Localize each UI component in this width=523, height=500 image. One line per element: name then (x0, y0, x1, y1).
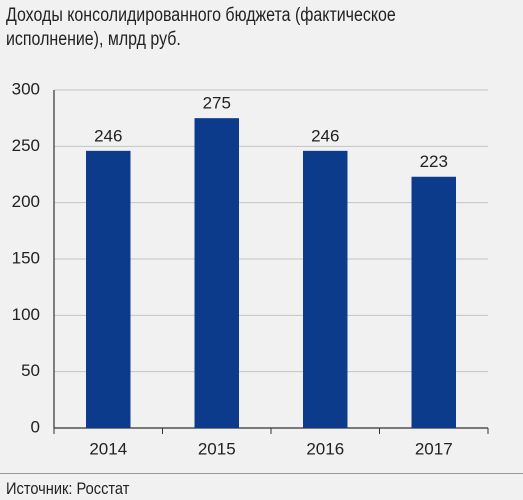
chart: 0 50 100 150 200 250 300 2014 246 2015 275 2016 246 2… (12, 79, 489, 458)
data-label: 246 (311, 126, 339, 145)
y-tick-label: 0 (31, 417, 40, 436)
source: Источник: Росстат (6, 479, 130, 498)
x-tick-label: 2015 (198, 439, 236, 458)
data-label: 275 (203, 94, 231, 113)
source-rule (0, 473, 523, 474)
y-tick-label: 100 (12, 305, 40, 324)
x-tick-label: 2017 (415, 439, 453, 458)
y-tick-label: 50 (21, 361, 40, 380)
y-tick-label: 200 (12, 192, 40, 211)
y-tick-label: 250 (12, 136, 40, 155)
bar (411, 176, 456, 428)
y-tick-label: 300 (12, 79, 40, 98)
x-tick-label: 2014 (89, 439, 127, 458)
bar (303, 150, 348, 428)
data-label: 246 (94, 126, 122, 145)
bar (86, 150, 131, 428)
x-tick-label: 2016 (306, 439, 344, 458)
chart-title: Доходы консолидированного бюджета (факти… (6, 5, 396, 50)
y-tick-label: 150 (12, 248, 40, 267)
bar (194, 118, 239, 429)
data-label: 223 (420, 152, 448, 171)
